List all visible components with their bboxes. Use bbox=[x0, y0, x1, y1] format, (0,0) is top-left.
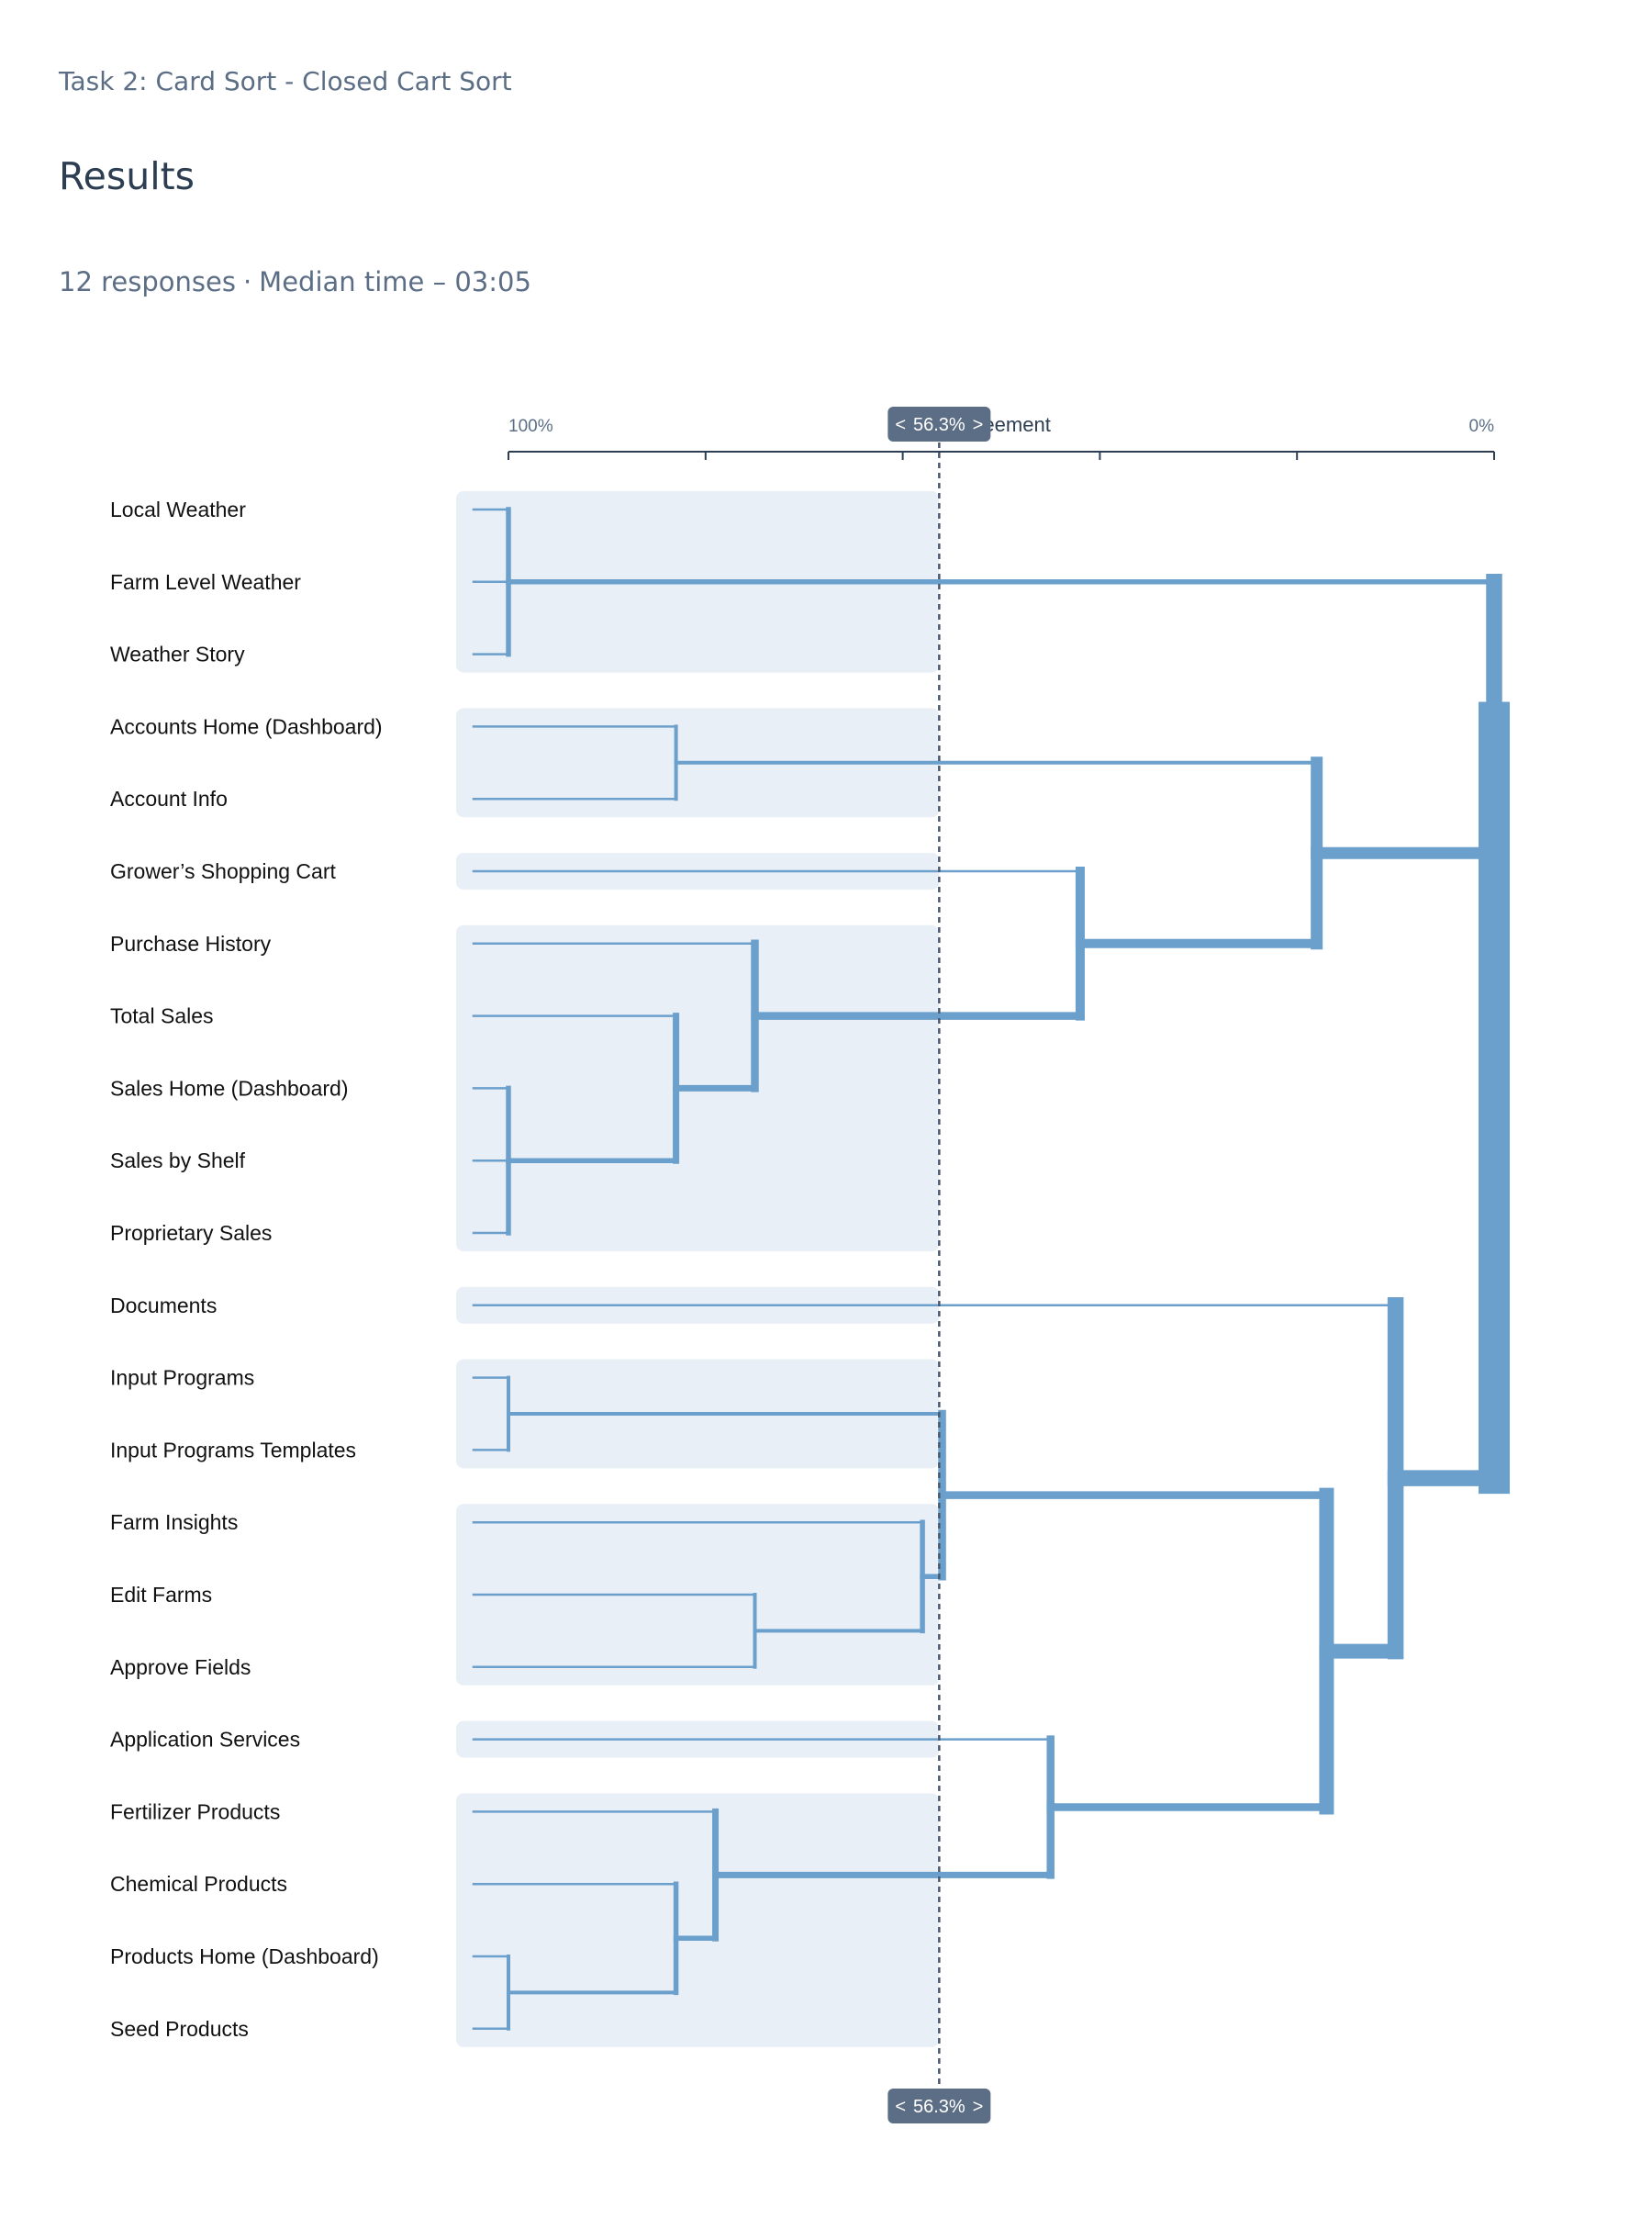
card-label: Documents bbox=[110, 1294, 217, 1317]
card-label: Local Weather bbox=[110, 498, 246, 521]
axis-left-label: 100% bbox=[508, 417, 553, 436]
page-title: Results bbox=[59, 154, 195, 198]
card-label: Seed Products bbox=[110, 2017, 249, 2041]
card-label: Account Info bbox=[110, 787, 228, 811]
card-label: Input Programs Templates bbox=[110, 1438, 356, 1462]
card-label: Accounts Home (Dashboard) bbox=[110, 714, 383, 738]
threshold-prev-icon[interactable]: < bbox=[895, 2097, 906, 2117]
card-label: Sales by Shelf bbox=[110, 1148, 246, 1172]
card-label: Total Sales bbox=[110, 1004, 214, 1028]
cluster-band bbox=[456, 1793, 940, 2047]
threshold-badge-background bbox=[887, 2089, 991, 2123]
card-label: Approve Fields bbox=[110, 1655, 251, 1679]
cluster-bands bbox=[456, 491, 940, 2047]
card-label: Grower’s Shopping Cart bbox=[110, 859, 336, 883]
card-labels: Local Weather Farm Level Weather Weather S… bbox=[110, 498, 383, 2041]
threshold-badge-background bbox=[887, 407, 991, 442]
threshold-handle-top[interactable]: < 56.3% > bbox=[887, 407, 991, 442]
card-label: Chemical Products bbox=[110, 1872, 287, 1896]
results-summary: 12 responses · Median time – 03:05 bbox=[59, 266, 531, 297]
card-label: Fertilizer Products bbox=[110, 1799, 280, 1823]
card-label: Products Home (Dashboard) bbox=[110, 1944, 379, 1968]
card-label: Farm Level Weather bbox=[110, 570, 301, 594]
threshold-next-icon[interactable]: > bbox=[973, 2097, 984, 2117]
dendrogram-branches bbox=[472, 507, 1510, 2031]
card-label: Purchase History bbox=[110, 932, 272, 956]
summary-separator: · bbox=[242, 266, 252, 297]
threshold-next-icon[interactable]: > bbox=[973, 415, 984, 435]
card-label: Input Programs bbox=[110, 1366, 254, 1390]
axis-right-label: 0% bbox=[1469, 417, 1495, 436]
axis-ticks bbox=[508, 452, 1495, 460]
card-label: Sales Home (Dashboard) bbox=[110, 1076, 349, 1100]
median-time: Median time – 03:05 bbox=[259, 266, 531, 297]
card-label: Proprietary Sales bbox=[110, 1221, 272, 1245]
threshold-value: 56.3% bbox=[913, 415, 966, 435]
threshold-prev-icon[interactable]: < bbox=[895, 415, 906, 435]
agreement-axis: 100% Agreement 0% bbox=[508, 413, 1495, 460]
card-label: Application Services bbox=[110, 1728, 300, 1752]
card-label: Weather Story bbox=[110, 643, 245, 667]
card-label: Farm Insights bbox=[110, 1510, 238, 1534]
task-title: Task 2: Card Sort - Closed Cart Sort bbox=[59, 66, 512, 96]
card-label: Edit Farms bbox=[110, 1583, 212, 1607]
threshold-handle-bottom[interactable]: < 56.3% > bbox=[887, 2089, 991, 2123]
threshold-value: 56.3% bbox=[913, 2097, 966, 2117]
response-count: 12 responses bbox=[59, 266, 236, 297]
